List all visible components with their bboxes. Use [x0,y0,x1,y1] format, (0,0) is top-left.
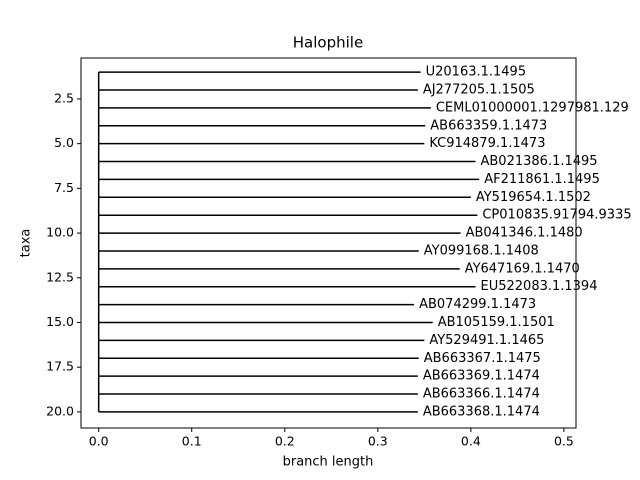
x-tick-label: 0.2 [275,434,295,449]
taxon-label: AF211861.1.1495 [484,172,600,187]
y-tick-label: 20.0 [46,403,74,418]
y-tick-label: 5.0 [54,135,74,150]
y-tick-label: 2.5 [54,90,74,105]
taxon-label: AB074299.1.1473 [419,297,536,312]
x-tick-label: 0.1 [182,434,202,449]
y-tick-label: 7.5 [54,180,74,195]
taxon-label: AY529491.1.1465 [429,333,544,348]
taxon-label: AB663367.1.1475 [424,351,541,366]
taxon-label: CEML01000001.1297981.129 [436,100,629,115]
taxon-label: AB663359.1.1473 [430,118,547,133]
y-axis-label: taxa [19,229,34,258]
x-tick-label: 0.3 [368,434,388,449]
taxon-label: AY099168.1.1408 [424,243,539,258]
taxon-label: AB663369.1.1474 [423,369,540,384]
y-tick-label: 12.5 [46,269,74,284]
taxon-label: AY647169.1.1470 [465,261,580,276]
taxon-label: AY519654.1.1502 [476,190,591,205]
y-tick-label: 17.5 [46,359,74,374]
taxon-label: U20163.1.1495 [426,65,526,80]
taxon-label: EU522083.1.1394 [481,279,598,294]
taxon-label: AJ277205.1.1505 [423,83,535,98]
plot-frame [80,57,577,429]
taxon-label: KC914879.1.1473 [429,136,545,151]
x-axis-label: branch length [283,455,374,470]
y-tick-label: 10.0 [46,225,74,240]
taxon-label: AB105159.1.1501 [438,315,555,330]
taxon-label: AB663366.1.1474 [423,387,540,402]
x-tick-label: 0.5 [554,434,574,449]
taxon-label: AB663368.1.1474 [423,404,540,419]
chart-title: Halophile [293,34,363,52]
taxon-label: CP010835.91794.9335 [482,208,631,223]
x-tick-label: 0.4 [461,434,481,449]
y-tick-label: 15.0 [46,314,74,329]
taxon-label: AB021386.1.1495 [481,154,598,169]
taxon-label: AB041346.1.1480 [466,226,583,241]
x-tick-label: 0.0 [89,434,109,449]
